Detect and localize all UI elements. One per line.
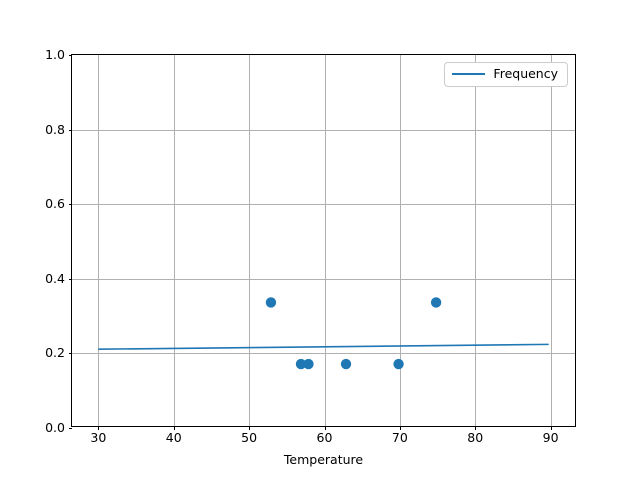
line-path xyxy=(98,344,548,349)
x-tick-label: 70 xyxy=(391,430,408,445)
y-tick-label: 0.6 xyxy=(45,195,65,211)
y-tick-label: 0.4 xyxy=(45,270,65,286)
scatter-point xyxy=(430,297,442,308)
x-tick-label: 80 xyxy=(467,430,484,445)
plot-canvas xyxy=(72,297,575,370)
x-tick-mark xyxy=(399,426,401,430)
x-tick-label: 50 xyxy=(241,430,258,445)
x-tick-label: 90 xyxy=(542,430,559,445)
gridline-vertical xyxy=(399,55,401,426)
gridline-horizontal xyxy=(72,278,575,280)
x-tick-label: 40 xyxy=(165,430,182,445)
gridline-horizontal xyxy=(72,204,575,206)
y-tick-mark xyxy=(68,278,72,280)
scatter-series xyxy=(265,297,442,370)
y-tick-label: 0.2 xyxy=(45,345,65,361)
gridline-vertical xyxy=(324,55,326,426)
y-tick-label: 0.8 xyxy=(45,121,65,137)
gridline-vertical xyxy=(249,55,251,426)
y-tick-label: 1.0 xyxy=(45,46,65,62)
scatter-point xyxy=(265,297,277,308)
x-axis-label: Temperature xyxy=(283,452,364,467)
y-tick-label: 0.0 xyxy=(45,419,65,435)
gridline-vertical xyxy=(550,55,552,426)
y-tick-mark xyxy=(68,55,72,56)
y-tick-mark xyxy=(68,428,72,429)
x-tick-mark xyxy=(550,426,552,430)
y-tick-mark xyxy=(68,353,72,355)
scatter-point xyxy=(295,358,307,370)
scatter-point xyxy=(303,358,314,370)
scatter-point xyxy=(340,358,352,370)
y-tick-mark xyxy=(68,129,72,131)
legend-item-label: Frequency xyxy=(493,66,558,81)
gridline-vertical xyxy=(98,55,100,426)
legend-line-swatch xyxy=(452,73,486,76)
x-tick-label: 60 xyxy=(316,430,333,445)
x-tick-mark xyxy=(173,426,175,430)
x-tick-label: 30 xyxy=(90,430,107,445)
gridline-vertical xyxy=(173,55,175,426)
x-tick-mark xyxy=(98,426,100,430)
x-tick-mark xyxy=(324,426,326,430)
frequency-line-series xyxy=(98,344,548,349)
gridline-horizontal xyxy=(72,129,575,131)
plot-axes: 30 40 50 60 70 80 90 0.0 0.2 0.4 0.6 0.8 1.0 Temper… xyxy=(45,48,576,467)
scatter-point xyxy=(393,358,404,370)
gridline-horizontal xyxy=(72,353,575,355)
y-tick-mark xyxy=(68,204,72,206)
gridline-vertical xyxy=(475,55,477,426)
x-tick-mark xyxy=(249,426,251,430)
x-tick-mark xyxy=(475,426,477,430)
legend: Frequency xyxy=(444,62,568,87)
